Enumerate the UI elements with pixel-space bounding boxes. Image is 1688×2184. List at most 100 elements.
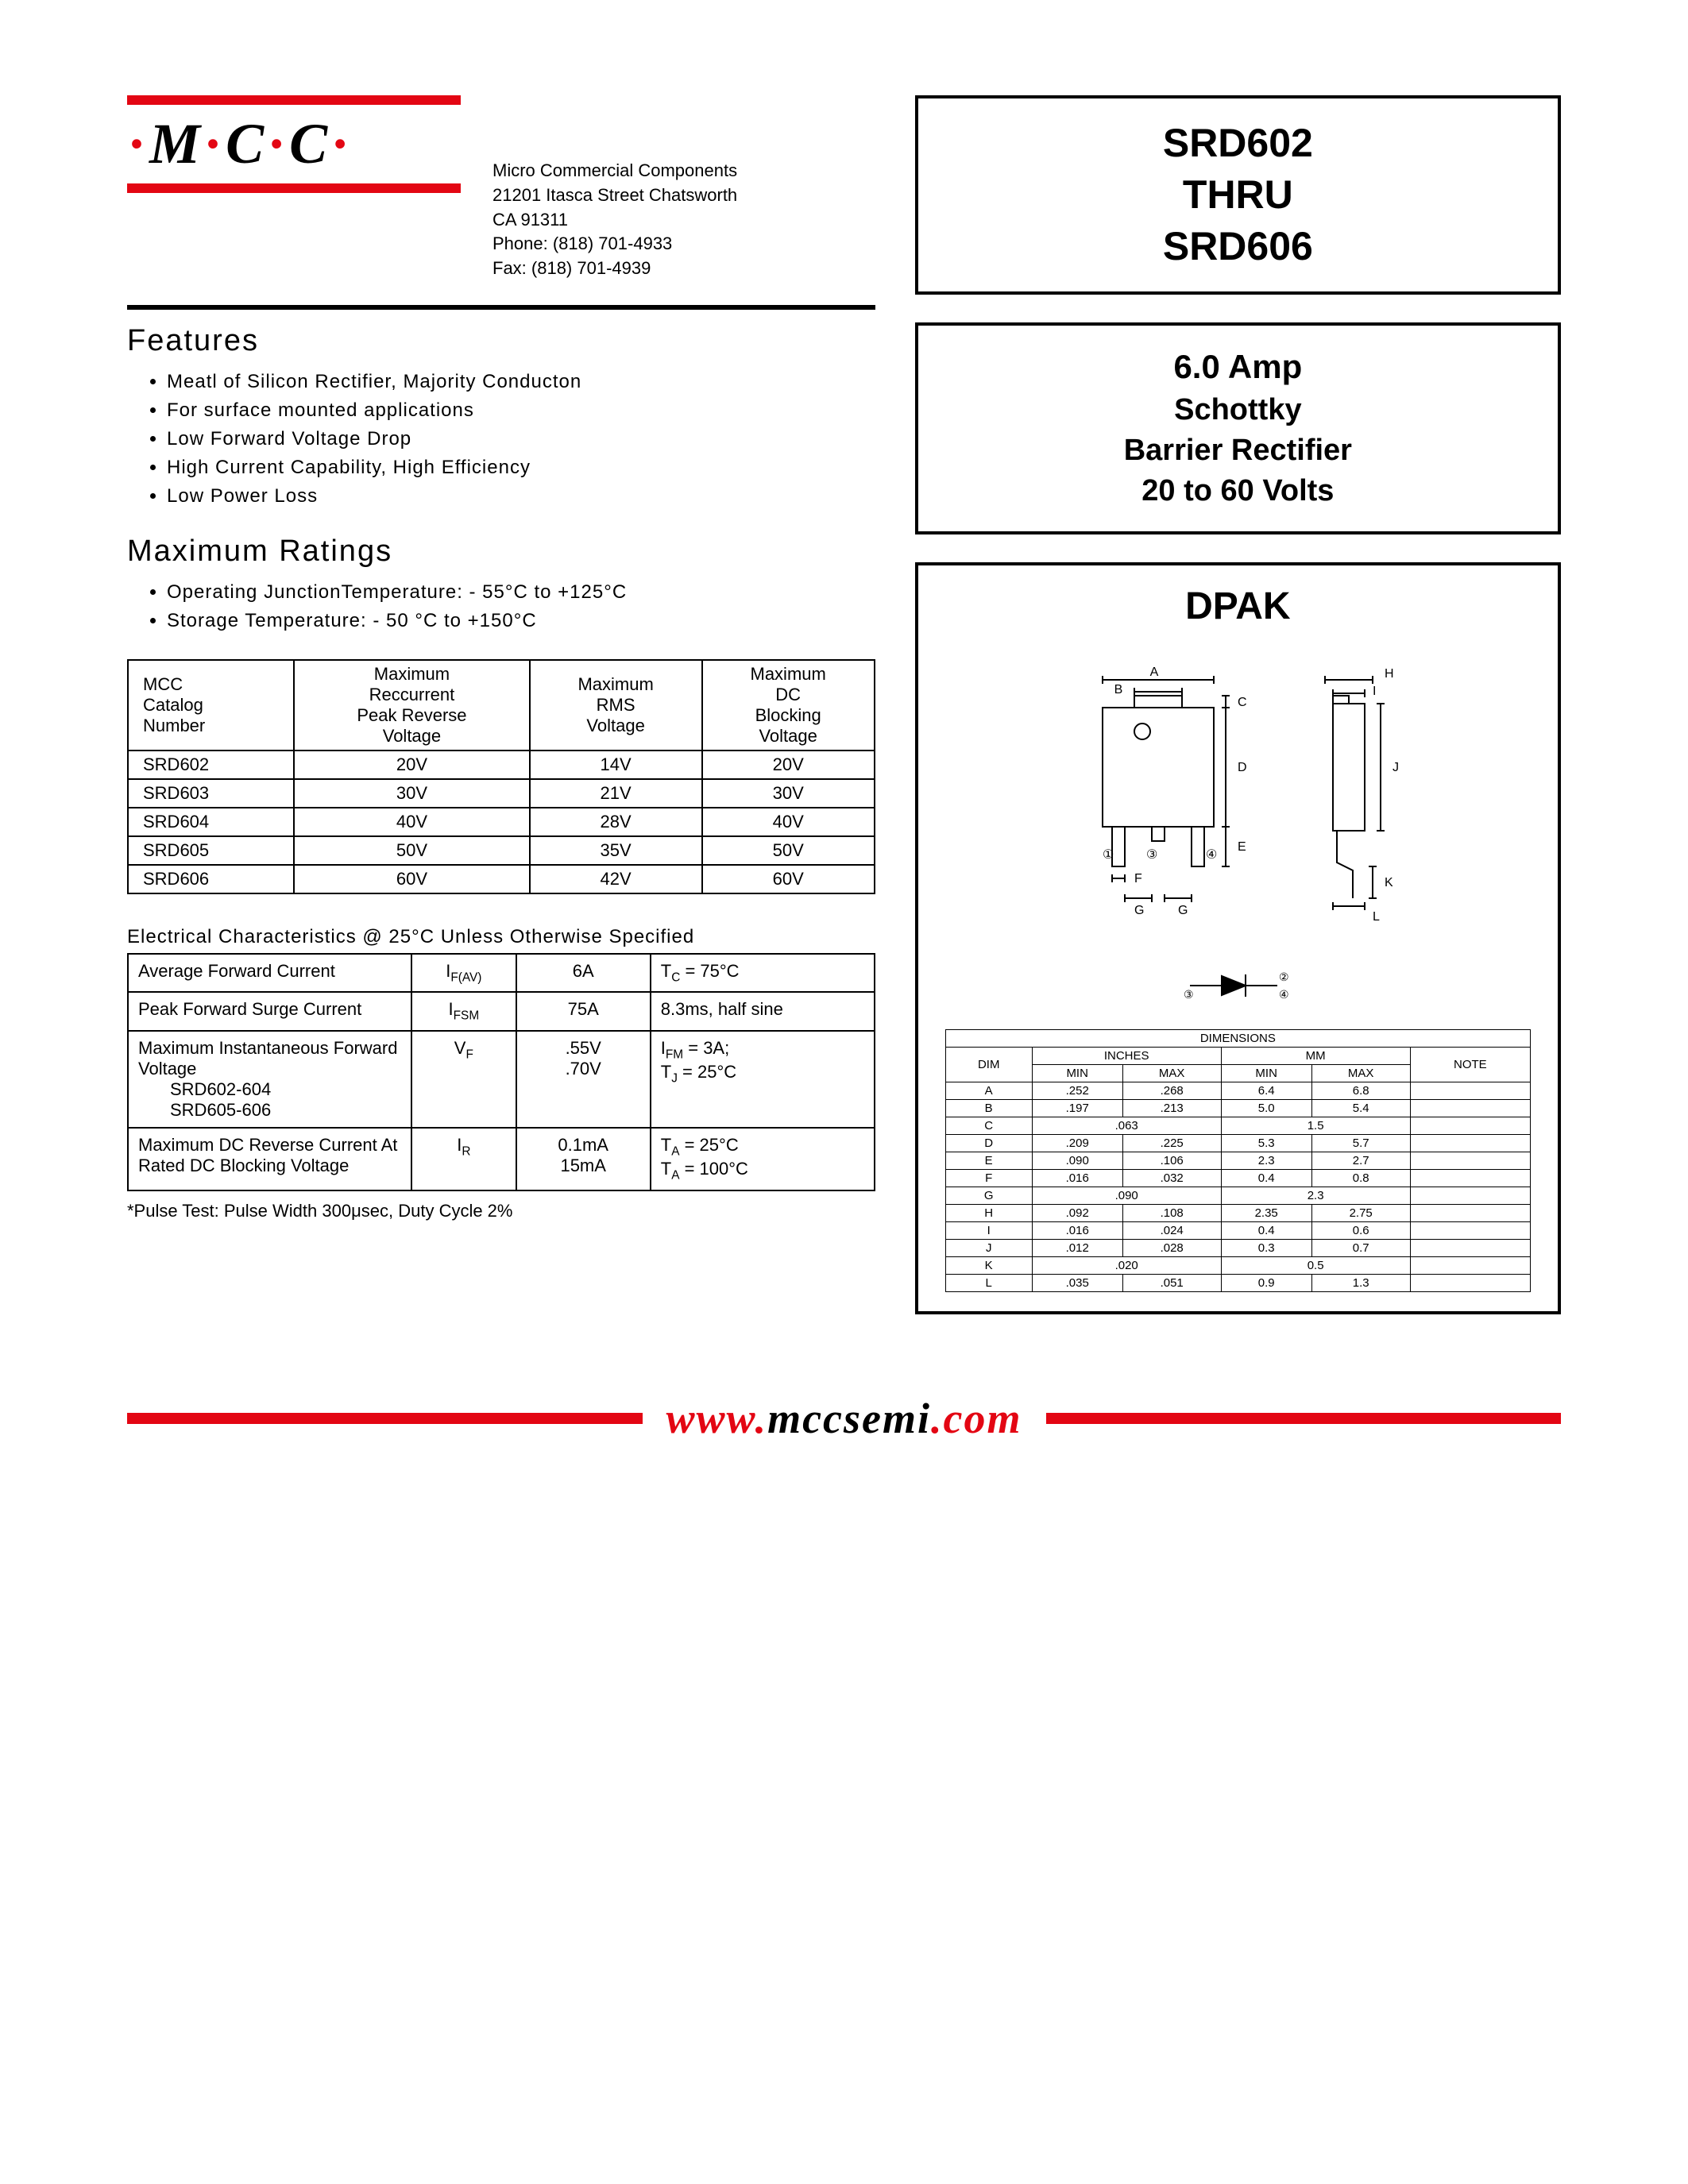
dim-header: INCHES bbox=[1032, 1047, 1221, 1064]
desc-line: Schottky bbox=[937, 390, 1539, 430]
param-cell: Maximum Instantaneous Forward VoltageSRD… bbox=[128, 1031, 411, 1128]
table-cell: 28V bbox=[530, 808, 702, 836]
svg-text:②: ② bbox=[1279, 970, 1289, 983]
dim-cell bbox=[1410, 1117, 1530, 1134]
dim-header: MM bbox=[1221, 1047, 1410, 1064]
svg-text:K: K bbox=[1385, 876, 1393, 889]
table-row: C.0631.5 bbox=[945, 1117, 1530, 1134]
dim-cell bbox=[1410, 1239, 1530, 1256]
dim-cell: .268 bbox=[1122, 1082, 1221, 1099]
part-line: THRU bbox=[937, 169, 1539, 221]
dim-cell: .197 bbox=[1032, 1099, 1122, 1117]
dim-header: NOTE bbox=[1410, 1047, 1530, 1082]
table-cell: SRD602 bbox=[128, 751, 294, 779]
table-row: SRD60330V21V30V bbox=[128, 779, 875, 808]
dim-cell: 5.3 bbox=[1221, 1134, 1311, 1152]
dim-cell: .016 bbox=[1032, 1221, 1122, 1239]
logo-bottom-bar bbox=[127, 183, 461, 193]
url-part: www. bbox=[666, 1395, 768, 1442]
dim-cell: A bbox=[945, 1082, 1032, 1099]
table-cell: 30V bbox=[702, 779, 875, 808]
table-row: SRD60660V42V60V bbox=[128, 865, 875, 893]
dim-cell: 2.7 bbox=[1311, 1152, 1410, 1169]
dim-cell: 0.7 bbox=[1311, 1239, 1410, 1256]
dim-cell: 6.8 bbox=[1311, 1082, 1410, 1099]
value-cell: 6A bbox=[516, 954, 651, 992]
dim-cell bbox=[1410, 1169, 1530, 1187]
package-diagram: A B C D E F G G ① ③ ④ bbox=[937, 644, 1539, 954]
table-row: F.016.0320.40.8 bbox=[945, 1169, 1530, 1187]
package-label: DPAK bbox=[937, 585, 1539, 628]
dim-cell: 0.5 bbox=[1221, 1256, 1410, 1274]
dim-cell bbox=[1410, 1274, 1530, 1291]
table-cell: 14V bbox=[530, 751, 702, 779]
desc-line: 6.0 Amp bbox=[937, 345, 1539, 390]
symbol-cell: IR bbox=[411, 1128, 516, 1190]
datasheet-page: ·M·C·C· Micro Commercial Components 2120… bbox=[127, 95, 1561, 1314]
company-addr2: CA 91311 bbox=[492, 208, 737, 233]
table-cell: 60V bbox=[702, 865, 875, 893]
dim-cell: .209 bbox=[1032, 1134, 1122, 1152]
dim-cell: G bbox=[945, 1187, 1032, 1204]
dim-header: MIN bbox=[1032, 1064, 1122, 1082]
feature-item: Low Forward Voltage Drop bbox=[167, 425, 875, 453]
dpak-front-view-icon: A B C D E F G G ① ③ ④ bbox=[1055, 660, 1261, 930]
dim-cell: .012 bbox=[1032, 1239, 1122, 1256]
dim-cell: .032 bbox=[1122, 1169, 1221, 1187]
dimensions-table-wrap: DIMENSIONS DIM INCHES MM NOTE MIN MAX MI… bbox=[945, 1029, 1531, 1292]
url-part: mccsemi bbox=[767, 1395, 931, 1442]
table-cell: SRD606 bbox=[128, 865, 294, 893]
dim-cell: .024 bbox=[1122, 1221, 1221, 1239]
dim-cell bbox=[1410, 1099, 1530, 1117]
table-cell: 50V bbox=[702, 836, 875, 865]
feature-item: Low Power Loss bbox=[167, 482, 875, 511]
dimensions-table: DIMENSIONS DIM INCHES MM NOTE MIN MAX MI… bbox=[945, 1029, 1531, 1292]
dim-cell: .106 bbox=[1122, 1152, 1221, 1169]
dim-header: MAX bbox=[1122, 1064, 1221, 1082]
dim-cell: F bbox=[945, 1169, 1032, 1187]
svg-text:A: A bbox=[1150, 666, 1159, 679]
header-block: ·M·C·C· Micro Commercial Components 2120… bbox=[127, 95, 875, 281]
svg-text:④: ④ bbox=[1206, 848, 1217, 862]
condition-cell: 8.3ms, half sine bbox=[651, 992, 875, 1030]
dim-cell: I bbox=[945, 1221, 1032, 1239]
table-cell: 30V bbox=[294, 779, 529, 808]
svg-text:H: H bbox=[1385, 667, 1394, 681]
company-fax: Fax: (818) 701-4939 bbox=[492, 257, 737, 281]
svg-text:③: ③ bbox=[1146, 848, 1157, 862]
svg-text:B: B bbox=[1114, 683, 1123, 696]
value-cell: .55V.70V bbox=[516, 1031, 651, 1128]
dim-cell: 0.9 bbox=[1221, 1274, 1311, 1291]
electrical-heading: Electrical Characteristics @ 25°C Unless… bbox=[127, 926, 875, 948]
condition-cell: TA = 25°CTA = 100°C bbox=[651, 1128, 875, 1190]
dim-cell: 0.4 bbox=[1221, 1221, 1311, 1239]
table-row: A.252.2686.46.8 bbox=[945, 1082, 1530, 1099]
dim-cell: 2.35 bbox=[1221, 1204, 1311, 1221]
col-header: MaximumReccurrentPeak ReverseVoltage bbox=[294, 660, 529, 751]
left-column: ·M·C·C· Micro Commercial Components 2120… bbox=[127, 95, 875, 1314]
dim-cell: K bbox=[945, 1256, 1032, 1274]
part-line: SRD606 bbox=[937, 221, 1539, 272]
company-phone: Phone: (818) 701-4933 bbox=[492, 232, 737, 257]
dim-cell: 0.3 bbox=[1221, 1239, 1311, 1256]
dim-cell: .225 bbox=[1122, 1134, 1221, 1152]
dim-cell: 1.5 bbox=[1221, 1117, 1410, 1134]
dim-cell: 5.4 bbox=[1311, 1099, 1410, 1117]
dim-cell: .016 bbox=[1032, 1169, 1122, 1187]
table-cell: 20V bbox=[294, 751, 529, 779]
part-line: SRD602 bbox=[937, 118, 1539, 169]
table-cell: 50V bbox=[294, 836, 529, 865]
description-box: 6.0 Amp Schottky Barrier Rectifier 20 to… bbox=[915, 322, 1561, 534]
table-cell: 42V bbox=[530, 865, 702, 893]
url-part: .com bbox=[931, 1395, 1022, 1442]
feature-item: Meatl of Silicon Rectifier, Majority Con… bbox=[167, 368, 875, 396]
col-header: MaximumDCBlockingVoltage bbox=[702, 660, 875, 751]
svg-text:C: C bbox=[1238, 696, 1247, 709]
dim-cell: .028 bbox=[1122, 1239, 1221, 1256]
svg-text:L: L bbox=[1373, 910, 1380, 924]
dim-cell: D bbox=[945, 1134, 1032, 1152]
dim-cell: .020 bbox=[1032, 1256, 1221, 1274]
svg-text:F: F bbox=[1134, 872, 1142, 886]
dim-cell: J bbox=[945, 1239, 1032, 1256]
table-row: SRD60550V35V50V bbox=[128, 836, 875, 865]
